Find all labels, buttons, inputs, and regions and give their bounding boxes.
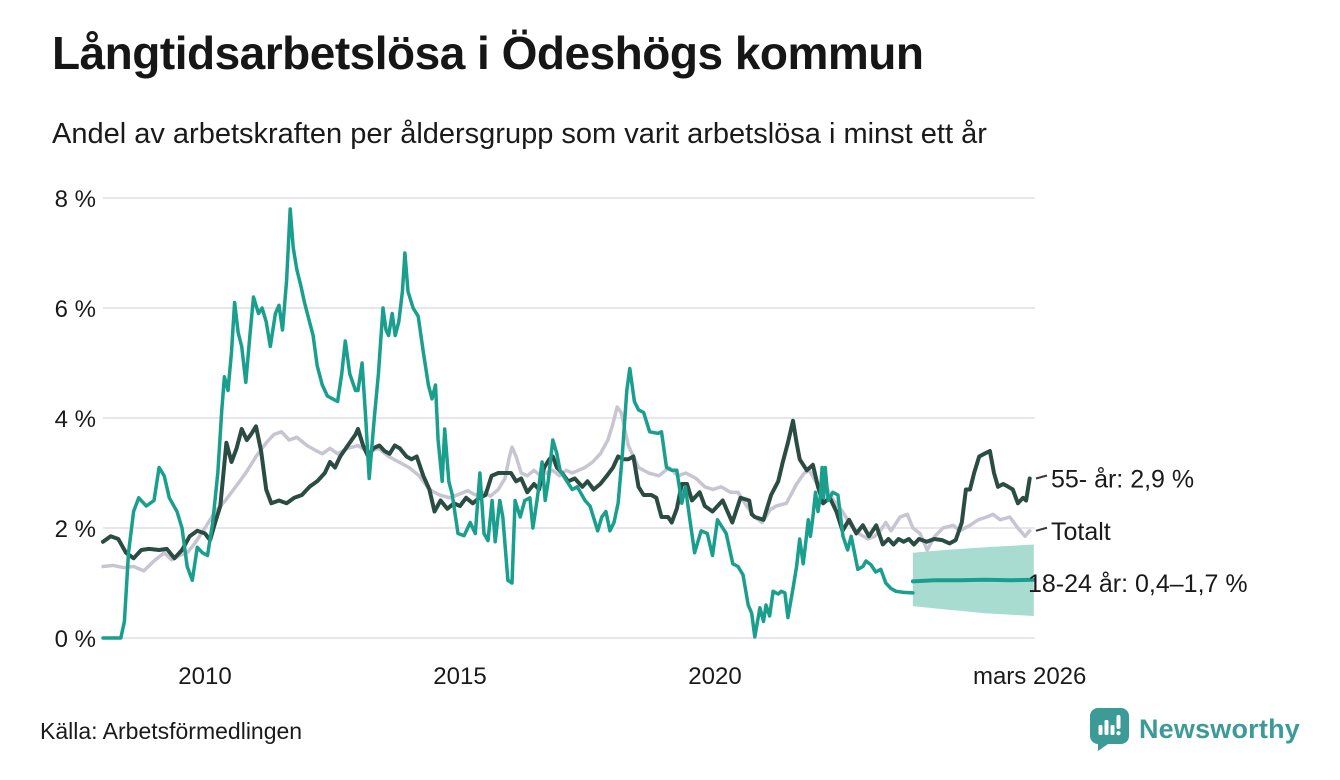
x-axis-tick-label: 2015 (433, 663, 486, 690)
forecast-median-line-18-24 (910, 577, 1036, 584)
y-axis-tick-label: 4 % (55, 406, 96, 433)
series-end-label-Totalt: Totalt (1051, 518, 1111, 546)
logo-bar-1 (1098, 725, 1103, 735)
x-axis-tick-label: 2020 (688, 663, 741, 690)
source-caption: Källa: Arbetsförmedlingen (40, 718, 303, 744)
logo-bar-2 (1104, 720, 1109, 735)
newsworthy-logo-icon (1089, 708, 1129, 751)
newsworthy-logo-text: Newsworthy (1138, 713, 1300, 744)
series-line-55--r (101, 418, 1032, 561)
series-line-18-24-r (101, 207, 915, 640)
series-end-label-18-24-r: 18-24 år: 0,4–1,7 % (1028, 570, 1248, 598)
newsworthy-logo[interactable]: Newsworthy (1089, 706, 1300, 752)
y-axis-tick-label: 6 % (55, 296, 96, 323)
logo-exclamation-bar (1116, 715, 1121, 729)
logo-bubble-shape (1089, 708, 1129, 751)
y-axis-tick-label: 2 % (55, 516, 96, 543)
series-end-label-55--r: 55- år: 2,9 % (1051, 466, 1194, 494)
logo-exclamation-dot (1116, 731, 1121, 736)
series-line-Totalt (101, 405, 1032, 573)
y-axis-tick-label: 8 % (55, 186, 96, 213)
y-axis-tick-label: 0 % (55, 626, 96, 653)
page-subtitle: Andel av arbetskraften per åldersgrupp s… (52, 118, 987, 150)
annotation-leader-dash (1035, 526, 1048, 532)
x-axis-tick-label: mars 2026 (973, 663, 1086, 690)
page-title: Långtidsarbetslösa i Ödeshögs kommun (52, 27, 924, 79)
logo-bar-3 (1110, 725, 1115, 735)
x-axis-tick-label: 2010 (178, 663, 231, 690)
annotation-leader-dash (1035, 474, 1048, 480)
